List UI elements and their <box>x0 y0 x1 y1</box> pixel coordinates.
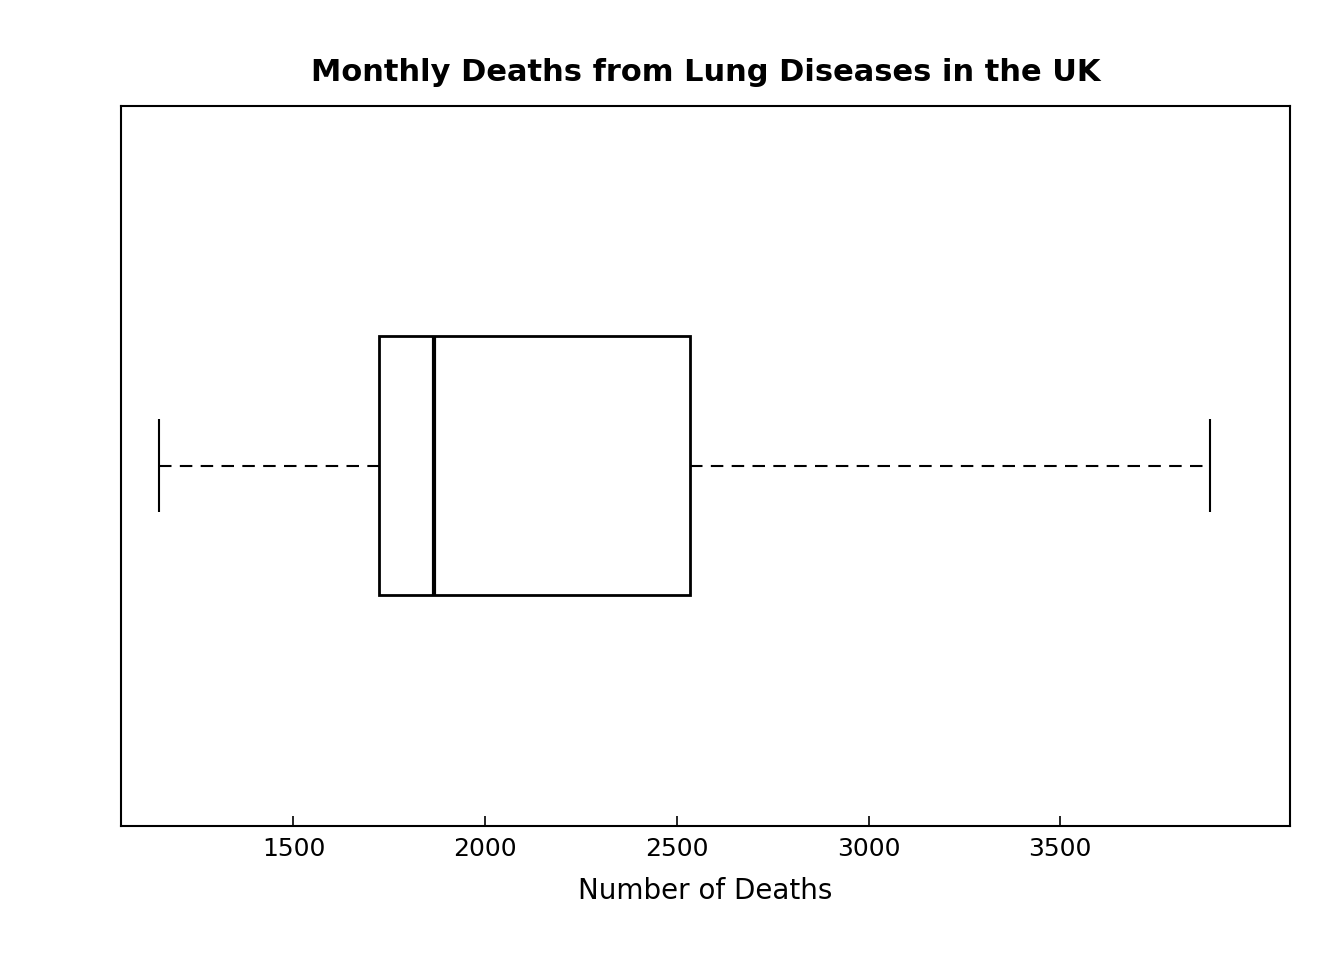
Bar <box>379 336 689 595</box>
Title: Monthly Deaths from Lung Diseases in the UK: Monthly Deaths from Lung Diseases in the… <box>310 58 1101 86</box>
X-axis label: Number of Deaths: Number of Deaths <box>578 877 833 905</box>
